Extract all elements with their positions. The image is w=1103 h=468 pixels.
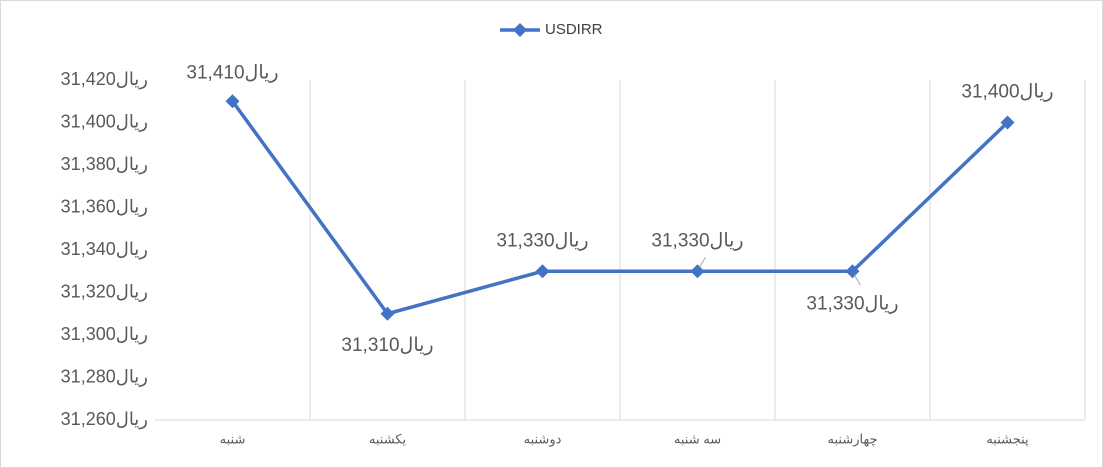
marker (845, 264, 860, 279)
leader-line (699, 256, 706, 268)
value-label: 31,410ریال (186, 62, 278, 83)
value-label: 31,400ریال (961, 82, 1053, 103)
legend-marker (513, 23, 527, 37)
x-tick-label: یکشنبه (369, 431, 407, 446)
x-tick-label: دوشنبه (524, 431, 562, 447)
x-tick-label: پنجشنبه (986, 431, 1029, 446)
y-tick-label: 31,340ریال (61, 239, 148, 259)
legend-label: USDIRR (545, 21, 603, 38)
line (231, 100, 1009, 316)
marker (1000, 115, 1015, 130)
y-tick-label: 31,360ریال (61, 196, 148, 216)
y-tick-label: 31,260ریال (61, 409, 148, 429)
y-tick-label: 31,400ریال (61, 111, 148, 131)
x-tick-label: چهارشنبه (828, 431, 878, 447)
y-tick-label: 31,420ریال (61, 69, 148, 89)
x-tick-label: سه شنبه (674, 431, 721, 446)
marker (535, 264, 550, 279)
y-tick-label: 31,380ریال (61, 154, 148, 174)
value-label: 31,330ریال (496, 230, 588, 251)
marker (690, 264, 705, 279)
marker (380, 306, 395, 321)
value-label: 31,330ریال (806, 293, 898, 314)
marker (225, 94, 240, 109)
y-tick-label: 31,300ریال (61, 324, 148, 344)
y-tick-label: 31,280ریال (61, 366, 148, 386)
value-label: 31,330ریال (651, 230, 743, 251)
y-tick-label: 31,320ریال (61, 281, 148, 301)
x-tick-label: شنبه (220, 431, 246, 446)
leader-line (854, 274, 861, 286)
value-label: 31,310ریال (341, 335, 433, 356)
